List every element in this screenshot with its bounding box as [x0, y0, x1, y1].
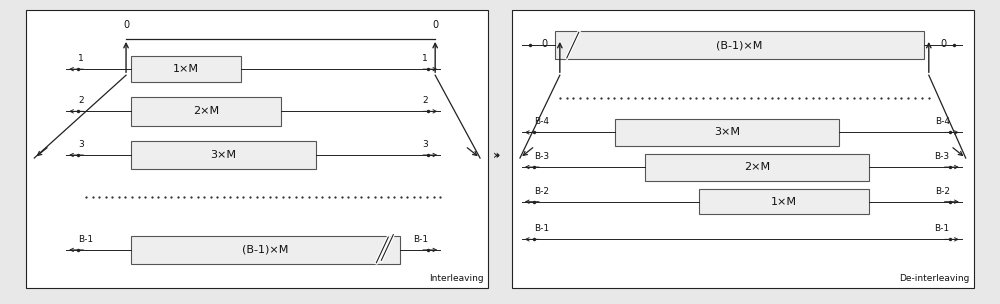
Bar: [131, 97, 281, 126]
Text: »: »: [493, 149, 501, 161]
Text: B-3: B-3: [534, 152, 549, 161]
Bar: [512, 10, 974, 288]
Text: 3×M: 3×M: [210, 150, 236, 160]
Text: 1×M: 1×M: [771, 197, 797, 207]
Text: B-2: B-2: [534, 187, 549, 196]
Text: 2×M: 2×M: [193, 106, 219, 116]
Bar: [555, 31, 924, 59]
Text: 2×M: 2×M: [744, 162, 770, 172]
Bar: [615, 119, 839, 146]
Text: 2: 2: [423, 96, 428, 105]
Text: 3: 3: [78, 140, 84, 149]
Bar: [26, 10, 488, 288]
Text: 3×M: 3×M: [714, 127, 740, 137]
Text: 0: 0: [123, 20, 129, 30]
Text: 2: 2: [78, 96, 84, 105]
Bar: [131, 56, 241, 82]
Text: B-1: B-1: [78, 235, 93, 244]
Text: 1: 1: [78, 54, 84, 63]
Text: B-2: B-2: [935, 187, 950, 196]
Text: B-3: B-3: [935, 152, 950, 161]
Text: B-4: B-4: [935, 117, 950, 126]
Text: (B-1)×M: (B-1)×M: [716, 40, 763, 50]
Text: B-1: B-1: [935, 224, 950, 233]
Text: B-1: B-1: [534, 224, 549, 233]
Text: De-interleaving: De-interleaving: [899, 274, 970, 283]
Text: Interleaving: Interleaving: [429, 274, 484, 283]
Text: 0: 0: [432, 20, 438, 30]
Text: 3: 3: [422, 140, 428, 149]
Text: 0: 0: [542, 39, 548, 49]
Text: B-1: B-1: [413, 235, 428, 244]
Bar: [699, 189, 869, 214]
Text: 0: 0: [941, 39, 947, 49]
Text: B-4: B-4: [534, 117, 549, 126]
Text: 1: 1: [422, 54, 428, 63]
Bar: [131, 141, 316, 169]
Text: 1×M: 1×M: [173, 64, 199, 74]
Text: (B-1)×M: (B-1)×M: [242, 245, 289, 255]
Bar: [131, 236, 400, 264]
Bar: [645, 154, 869, 181]
